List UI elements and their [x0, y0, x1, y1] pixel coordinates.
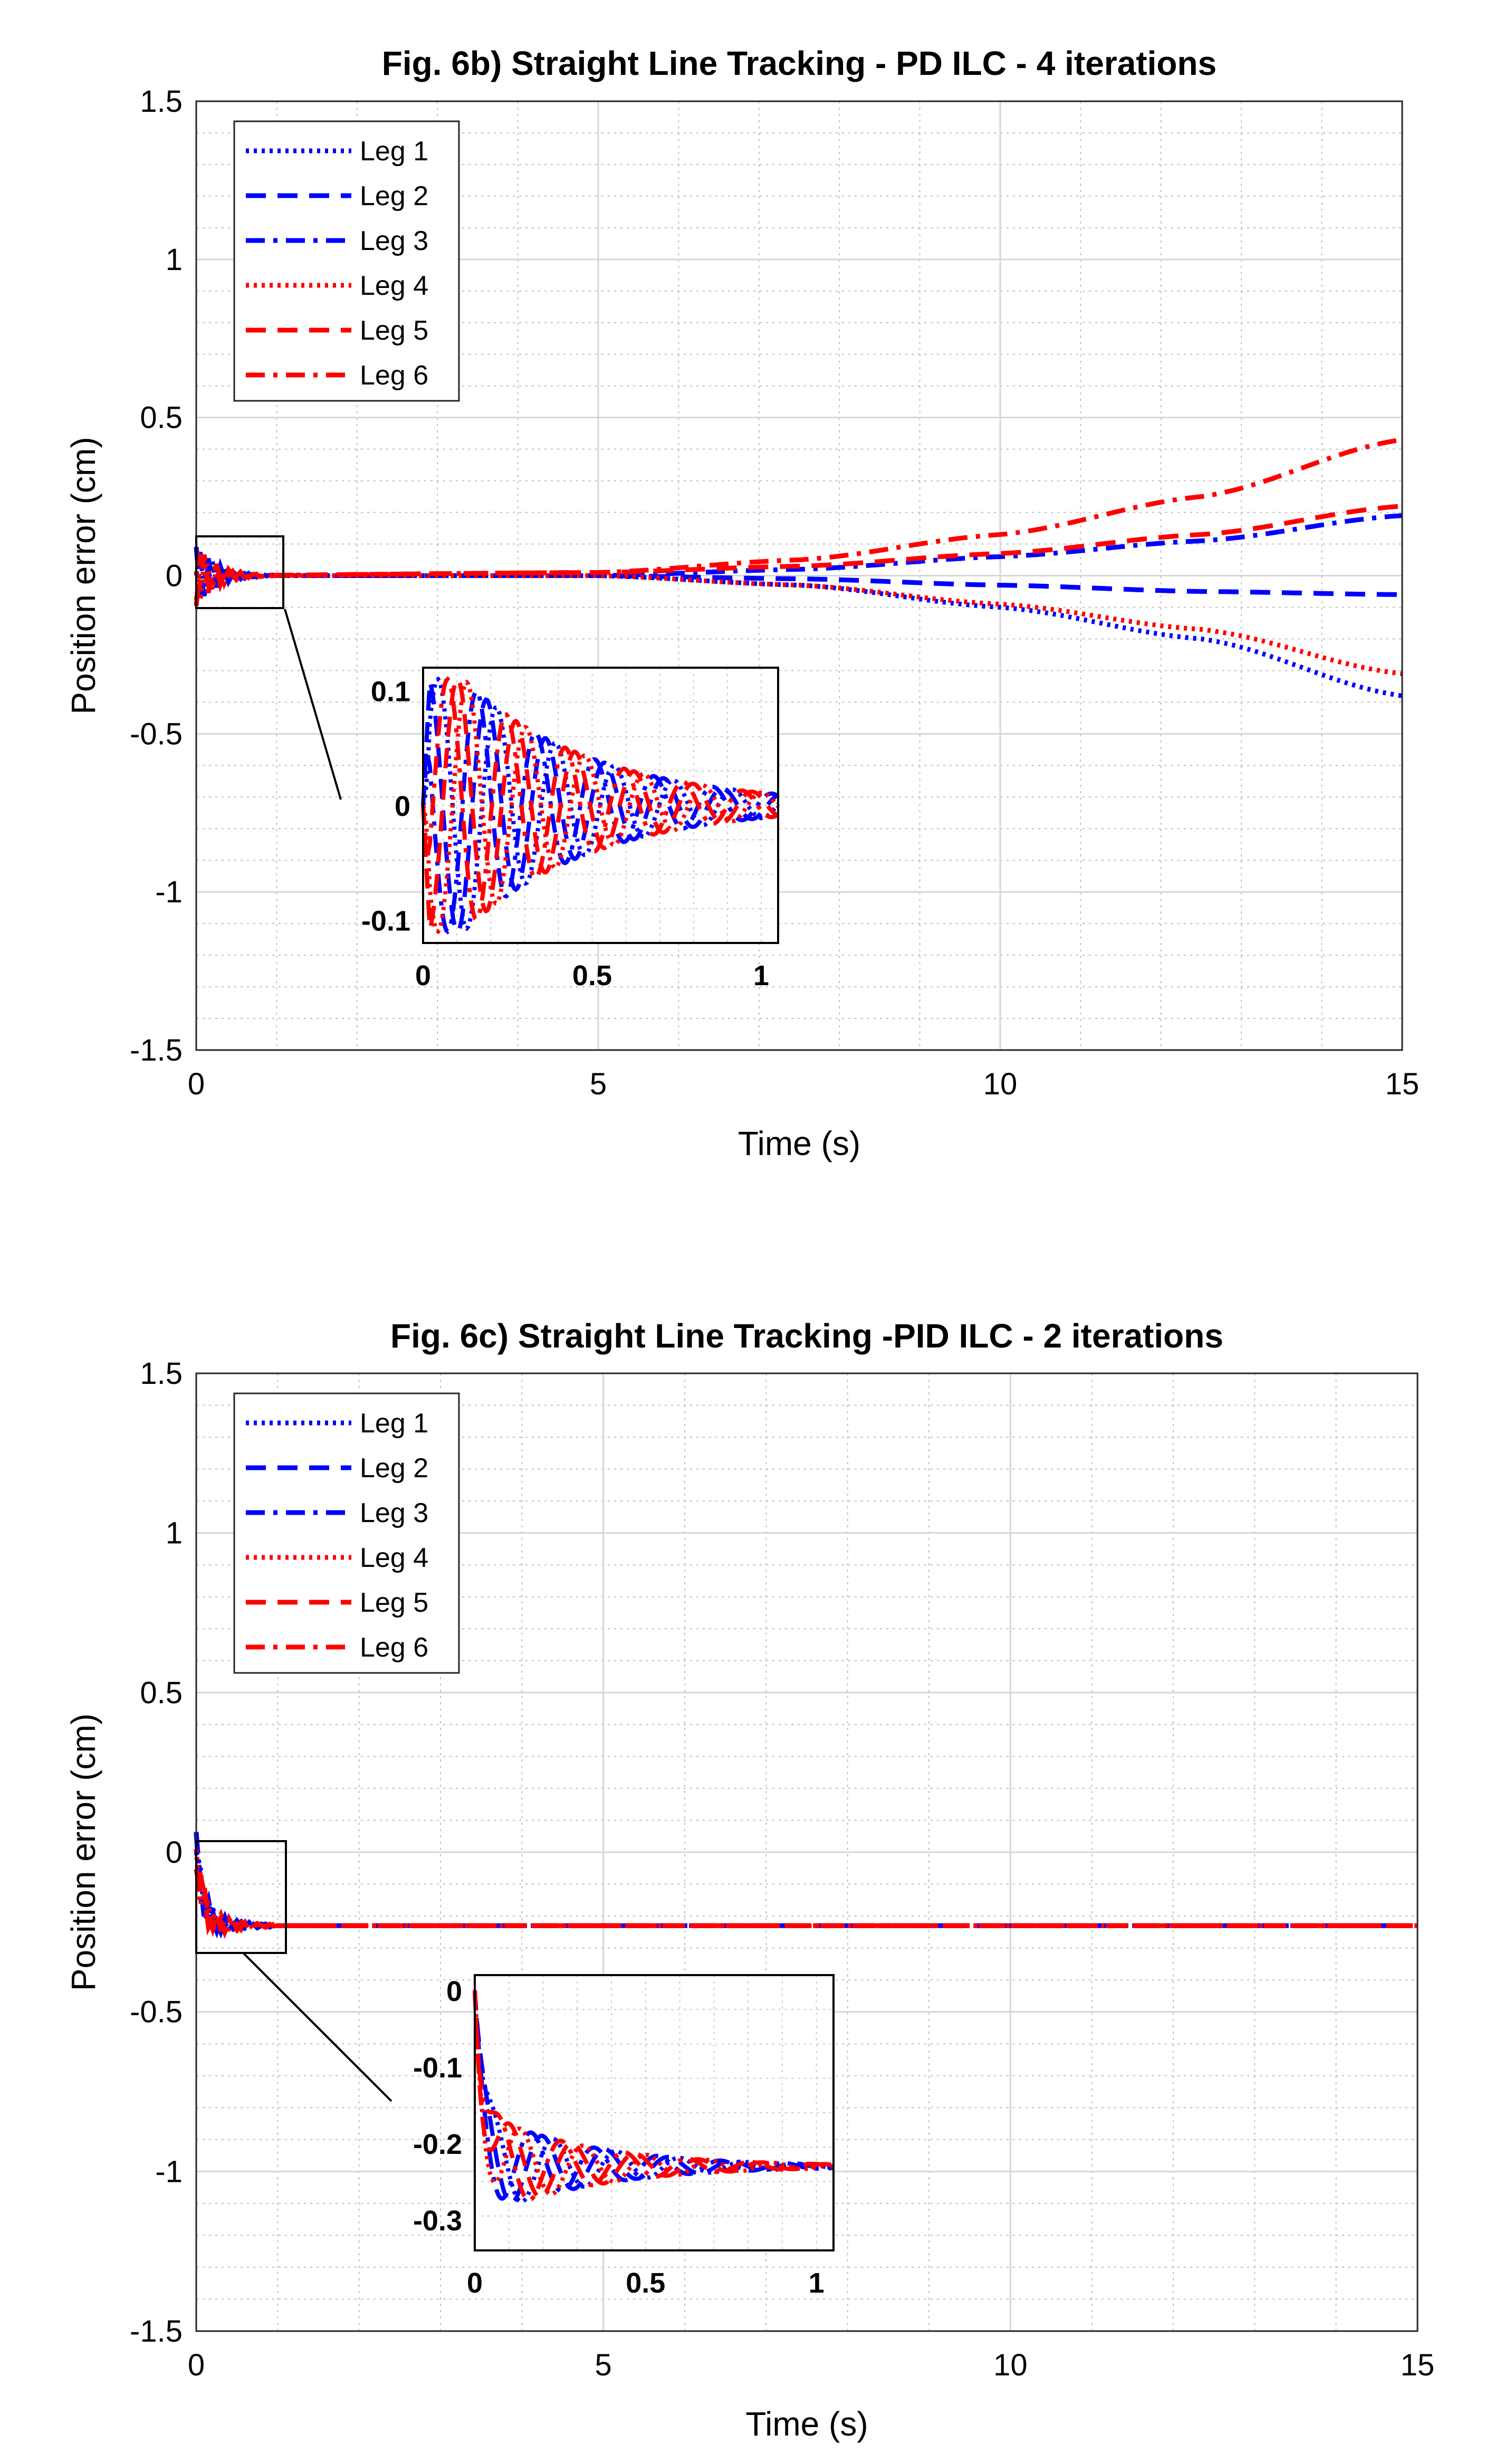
chart-6c: Fig. 6c) Straight Line Tracking -PID ILC… — [64, 1317, 1434, 2443]
y-tick-label: -1.5 — [130, 2314, 183, 2348]
chart-title: Fig. 6c) Straight Line Tracking -PID ILC… — [390, 1317, 1223, 1355]
y-axis-label: Position error (cm) — [64, 1714, 102, 1991]
series-line-leg-5 — [194, 1869, 1417, 1939]
x-tick-label: 0 — [188, 1067, 205, 1101]
inset-y-tick-label: -0.2 — [413, 2129, 462, 2160]
inset-y-tick-label: 0.1 — [371, 676, 410, 708]
x-tick-label: 10 — [993, 2348, 1028, 2382]
legend: Leg 1 Leg 2 Leg 3 Leg 4 Leg 5 Leg 6 — [233, 1392, 460, 1674]
legend-entry-label: Leg 3 — [360, 226, 428, 256]
y-axis-label: Position error (cm) — [64, 437, 102, 714]
inset-series-line — [421, 679, 780, 935]
inset-box — [474, 1974, 835, 2251]
inset-x-tick-label: 1 — [753, 960, 769, 992]
x-tick-label: 15 — [1401, 2348, 1435, 2382]
inset-plot: 0 0.5 1-0.100.1 — [361, 667, 780, 992]
inset-y-tick-label: -0.3 — [413, 2205, 462, 2237]
x-tick-label: 15 — [1385, 1067, 1420, 1101]
chart-title: Fig. 6b) Straight Line Tracking - PD ILC… — [382, 44, 1216, 82]
legend-entry-label: Leg 2 — [360, 181, 428, 211]
y-tick-label: -1 — [155, 2154, 183, 2189]
series-line-leg-5 — [194, 504, 1403, 600]
legend-entry-label: Leg 6 — [360, 1632, 428, 1663]
inset-series-line — [473, 1990, 834, 2202]
series-line-leg-6 — [194, 437, 1403, 607]
zoom-region-box — [195, 535, 284, 609]
y-tick-label: 1.5 — [140, 1356, 183, 1391]
inset-series-line — [473, 1990, 834, 2199]
y-tick-label: -1.5 — [130, 1033, 183, 1067]
inset-x-tick-label: 1 — [809, 2267, 825, 2299]
zoom-region-box — [195, 1840, 287, 1954]
inset-x-tick-label: 0.5 — [626, 2267, 665, 2299]
inset-y-tick-label: -0.1 — [361, 906, 410, 937]
inset-y-tick-label: 0 — [395, 791, 410, 822]
legend-entry-label: Leg 2 — [360, 1453, 428, 1484]
inset-box — [422, 667, 779, 944]
y-tick-label: 1 — [166, 1516, 183, 1551]
legend-box — [233, 1392, 460, 1674]
inset-x-tick-label: 0 — [467, 2267, 483, 2299]
legend-entry-label: Leg 6 — [360, 360, 428, 391]
legend-entry-label: Leg 1 — [360, 136, 428, 167]
inset-series-line — [421, 676, 780, 922]
inset-y-tick-label: -0.1 — [413, 2052, 462, 2084]
x-tick-label: 5 — [595, 2348, 612, 2382]
inset-series-line — [421, 688, 780, 935]
series-line-leg-6 — [196, 1871, 1417, 1936]
inset-y-tick-label: 0 — [446, 1976, 462, 2007]
legend-entry-label: Leg 5 — [360, 315, 428, 346]
legend: Leg 1 Leg 2 Leg 3 Leg 4 Leg 5 Leg 6 — [233, 120, 460, 402]
legend-entry-label: Leg 5 — [360, 1587, 428, 1618]
inset-plot: 0 0.5 1 0 -0.1 -0.2 -0.3 — [413, 1974, 835, 2299]
x-tick-label: 0 — [188, 2348, 205, 2382]
chart-6b: Fig. 6b) Straight Line Tracking - PD ILC… — [64, 44, 1419, 1162]
y-tick-label: 0 — [166, 559, 183, 593]
inset-x-tick-label: 0.5 — [572, 960, 612, 992]
y-tick-label: -1 — [155, 875, 183, 909]
x-axis-label: Time (s) — [738, 1124, 860, 1162]
legend-entry-label: Leg 1 — [360, 1408, 428, 1439]
legend-entry-label: Leg 4 — [360, 271, 428, 301]
legend-entry-label: Leg 4 — [360, 1543, 428, 1573]
zoom-connector-line — [243, 1952, 392, 2102]
x-tick-label: 10 — [983, 1067, 1018, 1101]
y-tick-label: 0.5 — [140, 1676, 183, 1710]
inset-series-line — [473, 1990, 834, 2197]
inset-x-tick-label: 0 — [415, 960, 431, 992]
y-tick-label: 1 — [166, 243, 183, 277]
y-tick-label: 0.5 — [140, 401, 183, 435]
x-axis-label: Time (s) — [745, 2405, 868, 2443]
y-tick-label: 1.5 — [140, 84, 183, 119]
y-tick-label: 0 — [166, 1835, 183, 1870]
y-tick-label: -0.5 — [130, 717, 183, 751]
series-line-leg-1 — [194, 552, 1403, 698]
legend-box — [233, 120, 460, 402]
x-tick-label: 5 — [590, 1067, 607, 1101]
y-tick-label: -0.5 — [130, 1995, 183, 2029]
zoom-connector-line — [284, 609, 342, 800]
legend-entry-label: Leg 3 — [360, 1498, 428, 1528]
